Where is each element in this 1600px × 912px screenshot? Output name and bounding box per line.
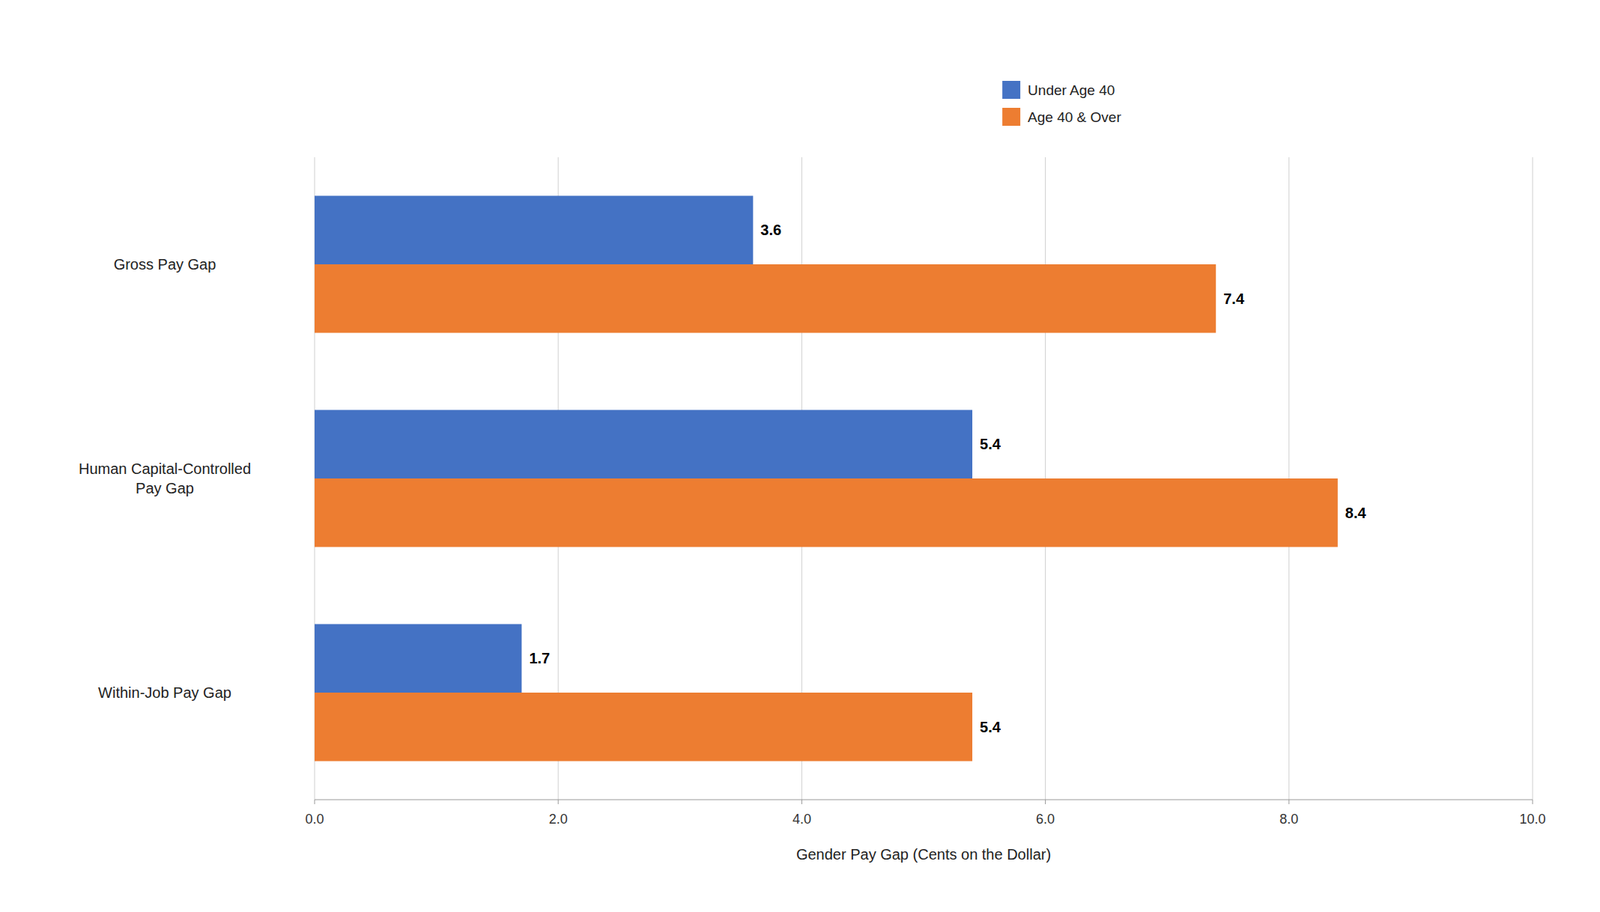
tick-mark <box>558 800 559 805</box>
bar <box>314 195 753 265</box>
data-labels: 1.7 5.4 3.6 5.4 8.4 7.4 <box>528 221 1367 736</box>
tick-label: 0.0 <box>304 811 324 827</box>
category-label: Human Capital-ControlledPay Gap <box>78 460 251 497</box>
x-ticks: 0.0 2.0 4.0 6.0 8.0 10.0 <box>304 800 1546 827</box>
tick-label: 6.0 <box>1035 811 1055 827</box>
category-label: Gross Pay Gap <box>113 256 217 273</box>
tick-mark <box>1288 800 1290 805</box>
tick-label: 10.0 <box>1519 811 1546 827</box>
tick-label: 8.0 <box>1279 811 1299 827</box>
y-tick-labels: Within-Job Pay Gap Human Capital-Controll… <box>78 256 251 702</box>
bar <box>314 478 1338 548</box>
bar <box>314 692 973 762</box>
chart-svg: 0.0 2.0 4.0 6.0 8.0 10.0 1.7 5.4 3.6 5.4 8.4 7.4 Wit… <box>0 0 1600 912</box>
background <box>0 0 1600 912</box>
data-label: 8.4 <box>1345 504 1368 522</box>
tick-mark <box>314 800 316 805</box>
data-label: 1.7 <box>528 650 550 667</box>
tick-mark <box>1532 800 1534 805</box>
grid <box>314 157 1533 800</box>
data-label: 7.4 <box>1223 290 1245 308</box>
grid-line <box>1532 157 1534 800</box>
bar <box>314 409 973 479</box>
tick-mark <box>1044 800 1046 805</box>
category-label: Within-Job Pay Gap <box>98 684 232 702</box>
data-label: 5.4 <box>979 435 1002 453</box>
tick-mark <box>801 800 803 805</box>
x-axis-label: Gender Pay Gap (Cents on the Dollar) <box>796 846 1051 863</box>
legend-label: Age 40 & Over <box>1027 109 1122 126</box>
legend-label: Under Age 40 <box>1027 82 1115 99</box>
x-axis-line <box>314 800 1533 801</box>
legend: Under Age 40 Age 40 & Over <box>1002 80 1122 126</box>
legend-swatch <box>1002 80 1021 99</box>
data-label: 5.4 <box>979 719 1002 736</box>
chart-container: 0.0 2.0 4.0 6.0 8.0 10.0 1.7 5.4 3.6 5.4 8.4 7.4 Wit… <box>0 0 1600 912</box>
tick-label: 2.0 <box>549 811 568 827</box>
data-label: 3.6 <box>760 221 782 239</box>
tick-label: 4.0 <box>792 811 812 827</box>
bars <box>314 195 1338 762</box>
bar <box>314 264 1216 334</box>
bar <box>314 623 522 693</box>
legend-swatch <box>1002 107 1021 126</box>
